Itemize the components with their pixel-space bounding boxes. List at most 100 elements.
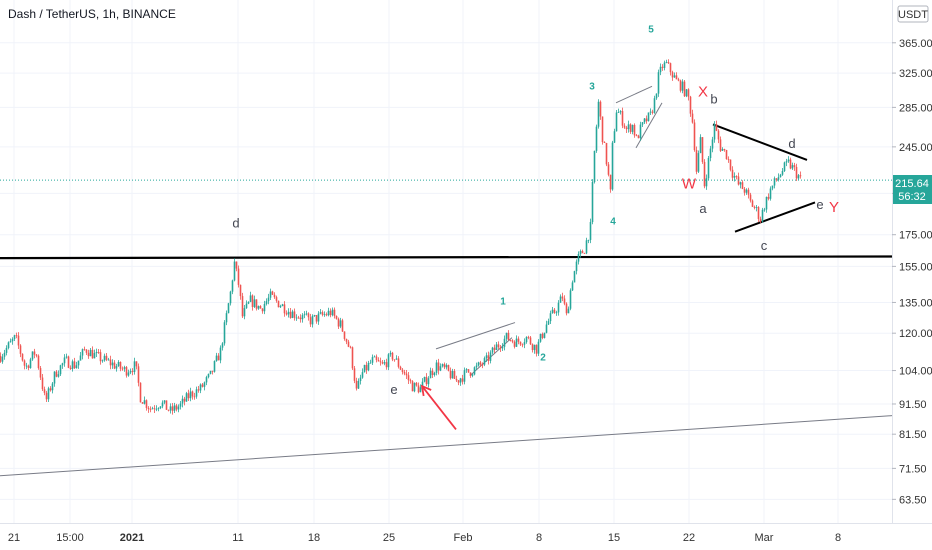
candle-body [131, 371, 134, 372]
trendlines[interactable] [0, 85, 893, 477]
candle-body [567, 308, 570, 314]
candle-body [193, 396, 196, 398]
candle-series [0, 59, 802, 415]
candle-body [505, 332, 508, 339]
candle-body [351, 347, 354, 369]
candle-body [161, 402, 164, 407]
candle-body [725, 149, 728, 160]
candle-body [181, 398, 184, 404]
candle-body [71, 361, 74, 369]
candle-body [123, 367, 126, 369]
candle-body [487, 355, 490, 361]
candle-body [735, 176, 738, 177]
wave-label-2: 2 [540, 353, 546, 364]
arrow-shaft [421, 385, 457, 430]
candle-body [331, 309, 334, 316]
candle-body [391, 352, 394, 360]
candle-body [785, 161, 788, 163]
candle-body [299, 317, 302, 320]
candle-body [669, 63, 672, 73]
candle-body [415, 382, 418, 386]
candle-body [379, 361, 382, 363]
candle-body [357, 380, 360, 389]
candle-body [259, 306, 262, 309]
candle-body [339, 320, 342, 327]
price-tick-label: 325.00 [899, 68, 932, 80]
candle-body [593, 150, 596, 183]
candle-body [465, 369, 468, 371]
candle-body [129, 371, 132, 373]
candle-body [731, 169, 734, 178]
candle-body [255, 299, 258, 309]
candle-body [227, 303, 230, 314]
candle-body [353, 368, 356, 381]
candle-body [63, 357, 66, 364]
candle-body [29, 359, 32, 369]
candle-body [79, 355, 82, 361]
candle-body [615, 112, 618, 132]
candle-body [633, 124, 636, 136]
candle-body [365, 364, 368, 371]
candle-body [241, 296, 244, 317]
wave-label-c: c [761, 238, 768, 253]
candle-body [327, 310, 330, 316]
candle-body [683, 81, 686, 97]
candle-body [211, 370, 214, 372]
candle-body [687, 89, 690, 97]
candle-body [587, 239, 590, 241]
candle-body [43, 389, 46, 393]
candle-body [543, 332, 546, 338]
candle-body [581, 251, 584, 254]
candle-body [225, 313, 228, 323]
candle-body [729, 159, 732, 170]
candle-body [377, 359, 380, 362]
candle-body [591, 182, 594, 223]
candle-body [311, 316, 314, 325]
candle-body [597, 101, 600, 127]
candle-body [691, 113, 694, 123]
time-axis[interactable]: 21 15:00 2021 11 18 25 Feb 8 15 22 Mar 8 [8, 532, 841, 544]
candle-body [485, 355, 488, 359]
candle-body [511, 340, 514, 342]
price-tick-label: 104.00 [899, 366, 932, 378]
candle-body [17, 335, 20, 346]
wave-label-a: a [699, 201, 707, 216]
candle-body [113, 362, 116, 369]
candle-body [447, 365, 450, 371]
candle-body [549, 313, 552, 322]
candle-body [555, 312, 558, 314]
candle-body [37, 355, 40, 369]
price-tick-label: 175.00 [899, 230, 932, 242]
candle-body [189, 391, 192, 399]
candle-body [625, 127, 628, 130]
candle-body [151, 408, 154, 410]
wave-label-e: e [390, 382, 397, 397]
candle-body [481, 364, 484, 366]
candle-body [335, 316, 338, 319]
candle-body [409, 380, 412, 382]
candle-body [775, 178, 778, 180]
candle-body [675, 75, 678, 80]
candle-body [291, 311, 294, 318]
candle-body [329, 310, 332, 316]
candle-body [619, 111, 622, 113]
candle-body [307, 313, 310, 318]
candle-body [477, 362, 480, 366]
candle-body [701, 137, 704, 162]
price-tick-label: 285.00 [899, 102, 932, 114]
candle-body [483, 358, 486, 365]
candle-body [489, 352, 492, 361]
candle-body [209, 370, 212, 374]
candle-body [323, 314, 326, 316]
candle-body [797, 175, 800, 179]
candle-body [759, 218, 762, 222]
candle-body [61, 363, 64, 366]
candle-body [677, 79, 680, 81]
time-tick-label: 21 [8, 532, 20, 544]
last-price-value: 215.64 [895, 178, 929, 190]
long-term-trendline [0, 415, 893, 477]
candle-body [191, 391, 194, 397]
candle-body [337, 318, 340, 327]
time-tick-label: Feb [454, 532, 473, 544]
